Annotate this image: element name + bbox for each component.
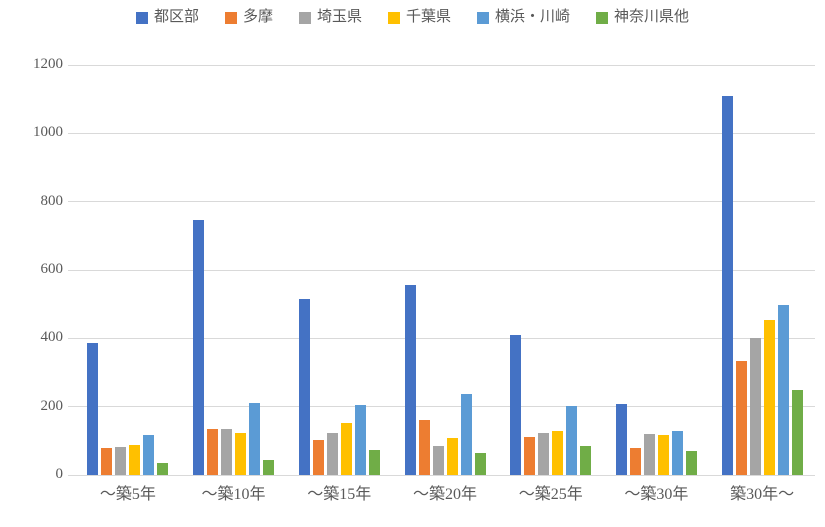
legend-label: 多摩: [242, 9, 273, 25]
bar-神奈川県他-～築30年: [685, 451, 697, 475]
bar-都区部-～築25年: [510, 334, 522, 475]
legend-label: 神奈川県他: [614, 9, 690, 25]
x-axis-tick-label: ～築30年: [624, 486, 689, 503]
bar-千葉県-築30年～: [763, 320, 775, 475]
bar-埼玉県-～築30年: [643, 434, 655, 475]
legend-swatch-icon: [596, 11, 609, 24]
legend-item-5: 神奈川県他: [596, 10, 689, 25]
legend-swatch-icon: [477, 11, 490, 24]
bar-多摩-～築15年: [312, 440, 324, 475]
x-axis-line: [68, 474, 815, 476]
legend-item-2: 埼玉県: [298, 9, 362, 25]
legend-item-4: 横浜・川崎: [477, 10, 570, 25]
legend-swatch-icon: [298, 11, 311, 24]
bar-都区部-築30年～: [721, 96, 733, 475]
bar-横浜・川崎-～築30年: [671, 431, 683, 475]
bar-埼玉県-～築20年: [432, 445, 444, 475]
bar-横浜・川崎-～築10年: [249, 402, 261, 475]
bar-多摩-築30年～: [735, 360, 747, 475]
legend-item-0: 都区部: [135, 9, 199, 25]
bar-都区部-～築15年: [298, 299, 310, 475]
x-axis-tick-label: 築30年～: [730, 486, 795, 503]
bar-多摩-～築5年: [101, 448, 113, 475]
x-axis-tick-label: ～築10年: [201, 486, 266, 503]
legend-label: 埼玉県: [316, 9, 362, 25]
y-axis-tick-label: 0: [55, 466, 64, 482]
bar-神奈川県他-～築5年: [157, 463, 169, 475]
bar-埼玉県-～築15年: [326, 433, 338, 475]
bar-神奈川県他-築30年～: [791, 390, 803, 475]
legend-swatch-icon: [388, 11, 400, 24]
bar-千葉県-～築20年: [446, 438, 458, 475]
bar-横浜・川崎-～築5年: [143, 435, 155, 475]
gridline: [68, 269, 815, 271]
y-axis-tick-label: 600: [40, 261, 64, 277]
legend-item-1: 多摩: [224, 9, 273, 25]
legend-swatch-icon: [135, 11, 148, 24]
x-axis-tick-label: ～築25年: [518, 486, 583, 503]
gridline: [68, 406, 815, 408]
bar-多摩-～築25年: [524, 437, 536, 475]
bar-千葉県-～築25年: [552, 430, 564, 475]
bar-千葉県-～築30年: [657, 434, 669, 475]
bar-横浜・川崎-築30年～: [777, 305, 789, 475]
bar-神奈川県他-～築25年: [580, 445, 592, 475]
bar-都区部-～築20年: [404, 285, 416, 475]
gridline: [68, 64, 815, 66]
legend-item-3: 千葉県: [388, 10, 451, 25]
legend-label: 都区部: [153, 9, 199, 25]
legend-swatch-icon: [224, 11, 237, 24]
x-axis-tick-label: ～築20年: [412, 486, 477, 503]
bar-千葉県-～築15年: [340, 422, 352, 475]
bar-神奈川県他-～築10年: [263, 460, 275, 475]
bar-千葉県-～築10年: [235, 432, 247, 475]
bar-都区部-～築5年: [87, 343, 99, 475]
bar-埼玉県-～築5年: [115, 446, 127, 475]
bar-都区部-～築30年: [615, 404, 627, 475]
bar-千葉県-～築5年: [129, 445, 141, 475]
plot-area: [68, 64, 815, 476]
y-axis-tick-label: 1200: [33, 56, 63, 72]
bar-横浜・川崎-～築20年: [460, 393, 472, 475]
bar-多摩-～築30年: [629, 447, 641, 475]
bar-埼玉県-～築25年: [538, 433, 550, 475]
bar-埼玉県-築30年～: [749, 338, 761, 475]
gridline: [68, 132, 815, 134]
bar-神奈川県他-～築20年: [474, 453, 486, 475]
bar-埼玉県-～築10年: [221, 428, 233, 475]
bar-多摩-～築10年: [207, 428, 219, 475]
gridline: [68, 201, 815, 203]
x-axis-tick-label: ～築5年: [99, 486, 156, 503]
chart-legend: 都区部 多摩 埼玉県 千葉県 横浜・川崎 神奈川県他: [0, 10, 825, 25]
y-axis-tick-label: 400: [40, 329, 64, 346]
x-axis-tick-label: ～築15年: [307, 486, 372, 503]
bar-多摩-～築20年: [418, 420, 430, 475]
y-axis-tick-label: 1000: [33, 124, 63, 141]
bar-横浜・川崎-～築25年: [566, 405, 578, 475]
bar-神奈川県他-～築15年: [368, 450, 380, 475]
y-axis-tick-label: 200: [40, 397, 64, 414]
y-axis-tick-label: 800: [40, 192, 64, 209]
gridline: [68, 337, 815, 339]
legend-label: 千葉県: [406, 9, 452, 25]
legend-label: 横浜・川崎: [495, 9, 571, 25]
bar-横浜・川崎-～築15年: [354, 405, 366, 475]
bar-都区部-～築10年: [193, 220, 205, 475]
